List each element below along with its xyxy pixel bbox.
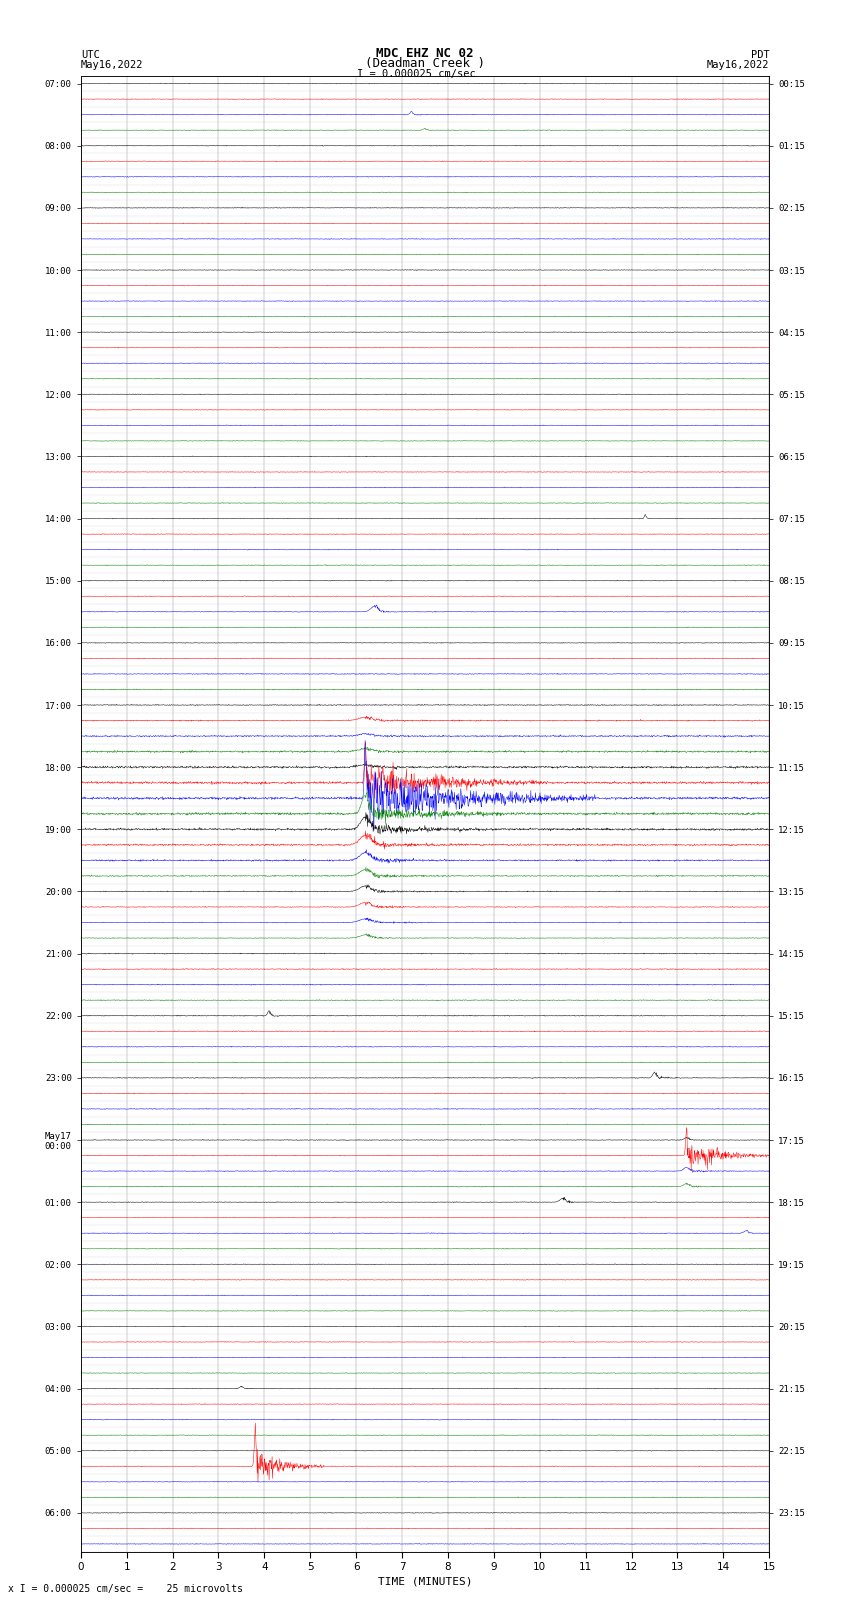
X-axis label: TIME (MINUTES): TIME (MINUTES) — [377, 1576, 473, 1586]
Text: I = 0.000025 cm/sec: I = 0.000025 cm/sec — [357, 69, 476, 79]
Text: May16,2022: May16,2022 — [706, 60, 769, 71]
Text: x I = 0.000025 cm/sec =    25 microvolts: x I = 0.000025 cm/sec = 25 microvolts — [8, 1584, 243, 1594]
Text: UTC: UTC — [81, 50, 99, 60]
Text: May16,2022: May16,2022 — [81, 60, 144, 71]
Text: MDC EHZ NC 02: MDC EHZ NC 02 — [377, 47, 473, 60]
Text: PDT: PDT — [751, 50, 769, 60]
Text: (Deadman Creek ): (Deadman Creek ) — [365, 56, 485, 71]
